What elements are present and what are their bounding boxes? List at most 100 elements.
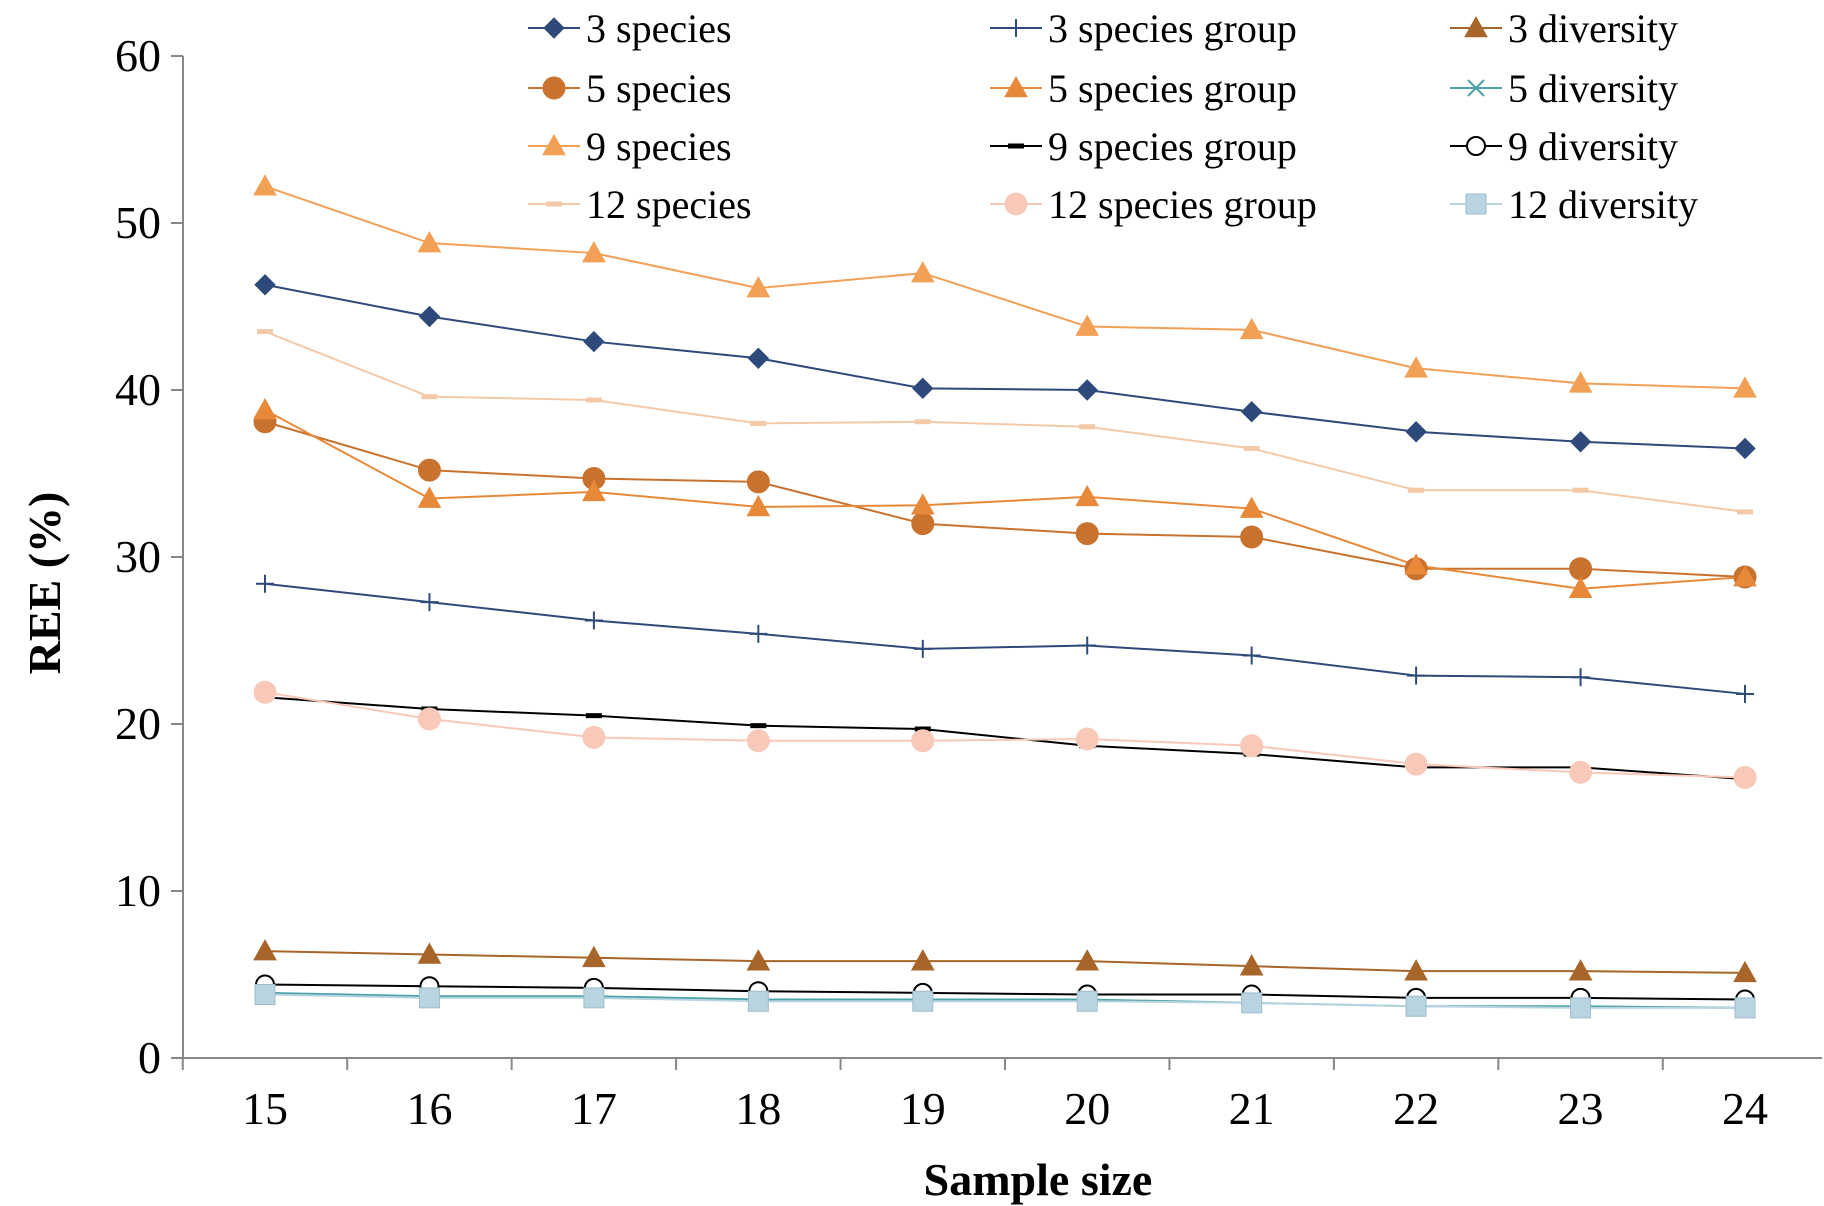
series-line-5-species-group (264, 409, 1746, 590)
data-point-3-diversity (746, 949, 771, 971)
legend-label: 5 species group (1048, 66, 1297, 111)
data-point-3-species-group (1736, 684, 1754, 703)
series-line-12-diversity (264, 993, 1745, 1009)
data-point-3-diversity (417, 942, 442, 964)
legend-marker (1467, 79, 1485, 97)
legend-entry-12-species-group: 12 species group (990, 182, 1317, 227)
data-point-12-species-group (1569, 760, 1593, 784)
legend-label: 12 diversity (1508, 182, 1698, 227)
data-point-12-diversity (747, 990, 769, 1012)
data-point-5-species-group (1404, 553, 1428, 575)
y-tick-label: 0 (138, 1032, 161, 1083)
data-point-3-species (912, 377, 934, 400)
series-line-3-species (264, 283, 1746, 450)
x-tick-label: 24 (1722, 1083, 1768, 1134)
data-point-12-diversity (1241, 992, 1263, 1014)
data-point-9-species (1568, 371, 1593, 393)
data-point-12-diversity (1076, 990, 1098, 1012)
legend-label: 5 species (586, 66, 732, 111)
data-point-5-species (911, 512, 935, 536)
data-point-5-species-group (1733, 565, 1757, 587)
series-line-3-diversity (264, 950, 1746, 974)
data-point-12-species (914, 419, 931, 425)
series-markers (253, 174, 1757, 1019)
data-point-3-species (1405, 421, 1427, 443)
legend: 3 species 3 species group 3 diversity 5 spe… (528, 6, 1698, 227)
legend-marker (1465, 193, 1487, 215)
data-point-12-diversity (1734, 997, 1756, 1019)
data-point-9-species (746, 276, 771, 298)
series-line-5-species (264, 420, 1746, 579)
series-line-9-species (264, 185, 1746, 390)
data-point-12-species-group (1240, 734, 1264, 758)
data-point-3-diversity (1404, 959, 1428, 981)
legend-entry-3-species-group: 3 species group (990, 6, 1297, 51)
data-point-9-species (253, 174, 277, 196)
data-point-9-species (1075, 314, 1100, 336)
data-point-3-species-group (256, 574, 274, 593)
data-point-3-diversity (1075, 949, 1100, 971)
legend-marker (542, 76, 566, 100)
legend-label: 3 species (586, 6, 732, 51)
legend-marker (1464, 15, 1488, 38)
data-point-3-diversity (1568, 959, 1593, 981)
data-point-12-species (1079, 424, 1096, 430)
data-point-9-species (1239, 317, 1264, 340)
data-point-5-species (746, 470, 770, 494)
legend-label: 12 species group (1048, 182, 1317, 227)
data-point-9-species-group (585, 713, 602, 719)
data-point-12-diversity (583, 987, 605, 1009)
legend-marker (1007, 19, 1025, 37)
data-point-12-species (1243, 445, 1260, 451)
x-tick-label: 16 (406, 1083, 452, 1134)
data-point-5-species-group (1075, 484, 1100, 507)
y-tick-label: 20 (115, 698, 161, 749)
y-tick-label: 30 (115, 531, 161, 582)
legend-entry-5-diversity: 5 diversity (1450, 66, 1678, 111)
legend-marker (542, 133, 566, 156)
legend-marker (1004, 75, 1028, 98)
x-tick-label: 18 (735, 1083, 781, 1134)
data-point-5-species-group (253, 398, 277, 420)
legend-label: 12 species (586, 182, 752, 227)
data-point-9-species (582, 241, 606, 263)
x-tick-label: 20 (1064, 1083, 1110, 1134)
data-point-9-species (910, 261, 935, 283)
x-tick-label: 19 (900, 1083, 946, 1134)
data-point-3-species (418, 305, 441, 328)
y-tick-label: 10 (115, 865, 161, 916)
data-point-3-species (583, 330, 605, 353)
data-point-3-species-group (913, 639, 932, 658)
y-axis-title: REE (%) (19, 492, 70, 675)
data-point-5-species-group (417, 486, 442, 508)
data-point-9-species-group (914, 726, 931, 732)
legend-marker (1466, 136, 1486, 156)
data-point-12-species (1408, 487, 1425, 493)
series-line-9-species-group (264, 696, 1746, 781)
data-point-3-species-group (749, 624, 768, 643)
data-point-12-diversity (1405, 995, 1427, 1017)
data-point-3-diversity (1733, 960, 1757, 983)
data-point-9-species (417, 231, 442, 253)
data-point-3-diversity (253, 939, 277, 961)
data-point-12-diversity (254, 984, 276, 1006)
data-point-5-species-group (582, 479, 606, 502)
data-point-12-species (1572, 487, 1589, 493)
x-tick-label: 17 (571, 1083, 617, 1134)
series-line-9-diversity (264, 983, 1746, 1001)
data-point-3-species (254, 274, 276, 296)
y-tick-label: 60 (115, 30, 161, 81)
x-tick-label: 22 (1393, 1083, 1439, 1134)
legend-entry-5-species: 5 species (528, 66, 732, 111)
series-line-12-species-group (264, 691, 1746, 779)
data-point-3-species (1569, 431, 1592, 453)
legend-label: 3 species group (1048, 6, 1297, 51)
data-point-12-species-group (582, 725, 606, 749)
data-point-3-species (747, 347, 770, 369)
data-point-3-species-group (420, 593, 439, 612)
data-point-12-diversity (1570, 997, 1592, 1019)
legend-entry-5-species-group: 5 species group (990, 66, 1297, 111)
series-lines (264, 185, 1746, 1009)
data-point-3-species (1076, 379, 1098, 401)
data-point-12-species-group (417, 707, 441, 731)
